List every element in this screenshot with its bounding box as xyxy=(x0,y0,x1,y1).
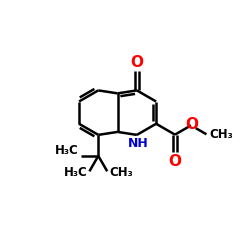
Text: NH: NH xyxy=(128,137,148,150)
Text: CH₃: CH₃ xyxy=(210,128,233,141)
Text: H₃C: H₃C xyxy=(55,144,78,157)
Text: O: O xyxy=(185,117,198,132)
Text: O: O xyxy=(168,154,181,169)
Text: O: O xyxy=(130,54,143,70)
Text: CH₃: CH₃ xyxy=(109,166,133,179)
Text: H₃C: H₃C xyxy=(64,166,88,179)
